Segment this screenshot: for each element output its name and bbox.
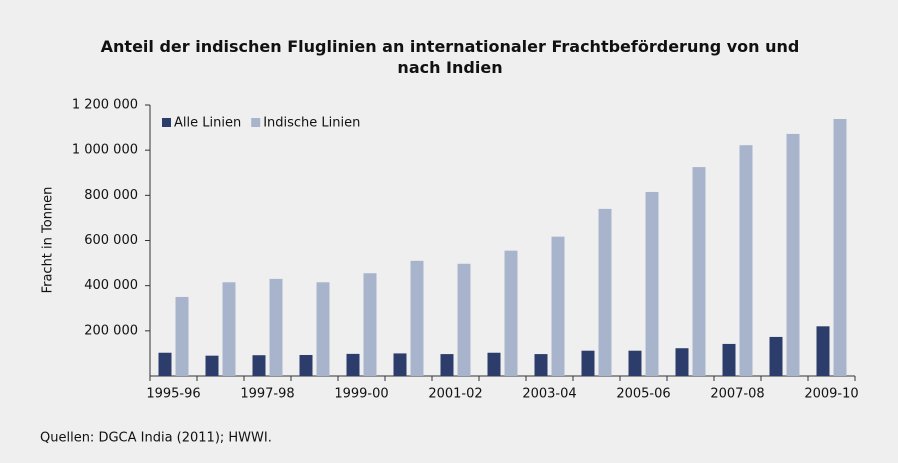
y-tick-label: 600 000 [84,233,138,248]
bar [175,296,189,376]
legend-swatch [162,118,171,127]
x-tick-label: 1995-96 [146,387,200,402]
bar [299,354,313,376]
bar [598,208,612,376]
y-tick-label: 1 000 000 [72,143,138,158]
x-tick-label: 1999-00 [334,387,388,402]
x-tick-label: 2009-10 [804,387,858,402]
bar [316,282,330,376]
legend-swatch [251,118,261,127]
x-tick-label: 2005-06 [616,387,670,402]
bar [158,352,172,376]
legend-label: Alle Linien [174,116,241,131]
bar [769,336,783,376]
x-tick-label: 2003-04 [522,387,576,402]
bar [440,354,454,376]
bar [739,145,753,376]
bar [675,348,689,376]
legend-label: Indische Linien [263,116,360,131]
bar [504,250,518,376]
y-axis-label: Fracht in Tonnen [41,187,56,294]
source-note: Quellen: DGCA India (2011); HWWI. [40,431,272,446]
bar [816,326,830,376]
bar [722,343,736,376]
bar [645,191,659,376]
bar [457,263,471,376]
bar [581,350,595,376]
bar [393,353,407,376]
x-tick-label: 2007-08 [710,387,764,402]
bar [269,278,283,376]
x-tick-label: 1997-98 [240,387,294,402]
bar [222,282,236,376]
bar [628,350,642,376]
y-tick-label: 800 000 [84,188,138,203]
y-tick-label: 200 000 [84,323,138,338]
x-tick-label: 2001-02 [428,387,482,402]
bar [833,119,847,377]
bar [363,273,377,376]
bar [786,133,800,376]
bar [346,353,360,376]
bar [487,352,501,376]
chart-title: Anteil der indischen Fluglinien an inter… [100,37,800,77]
bar [534,354,548,376]
bar [252,355,266,376]
bar [551,236,565,376]
bar [692,167,706,376]
bar [410,260,424,376]
y-tick-label: 400 000 [84,278,138,293]
y-tick-label: 1 200 000 [72,98,138,113]
bar [205,355,219,376]
